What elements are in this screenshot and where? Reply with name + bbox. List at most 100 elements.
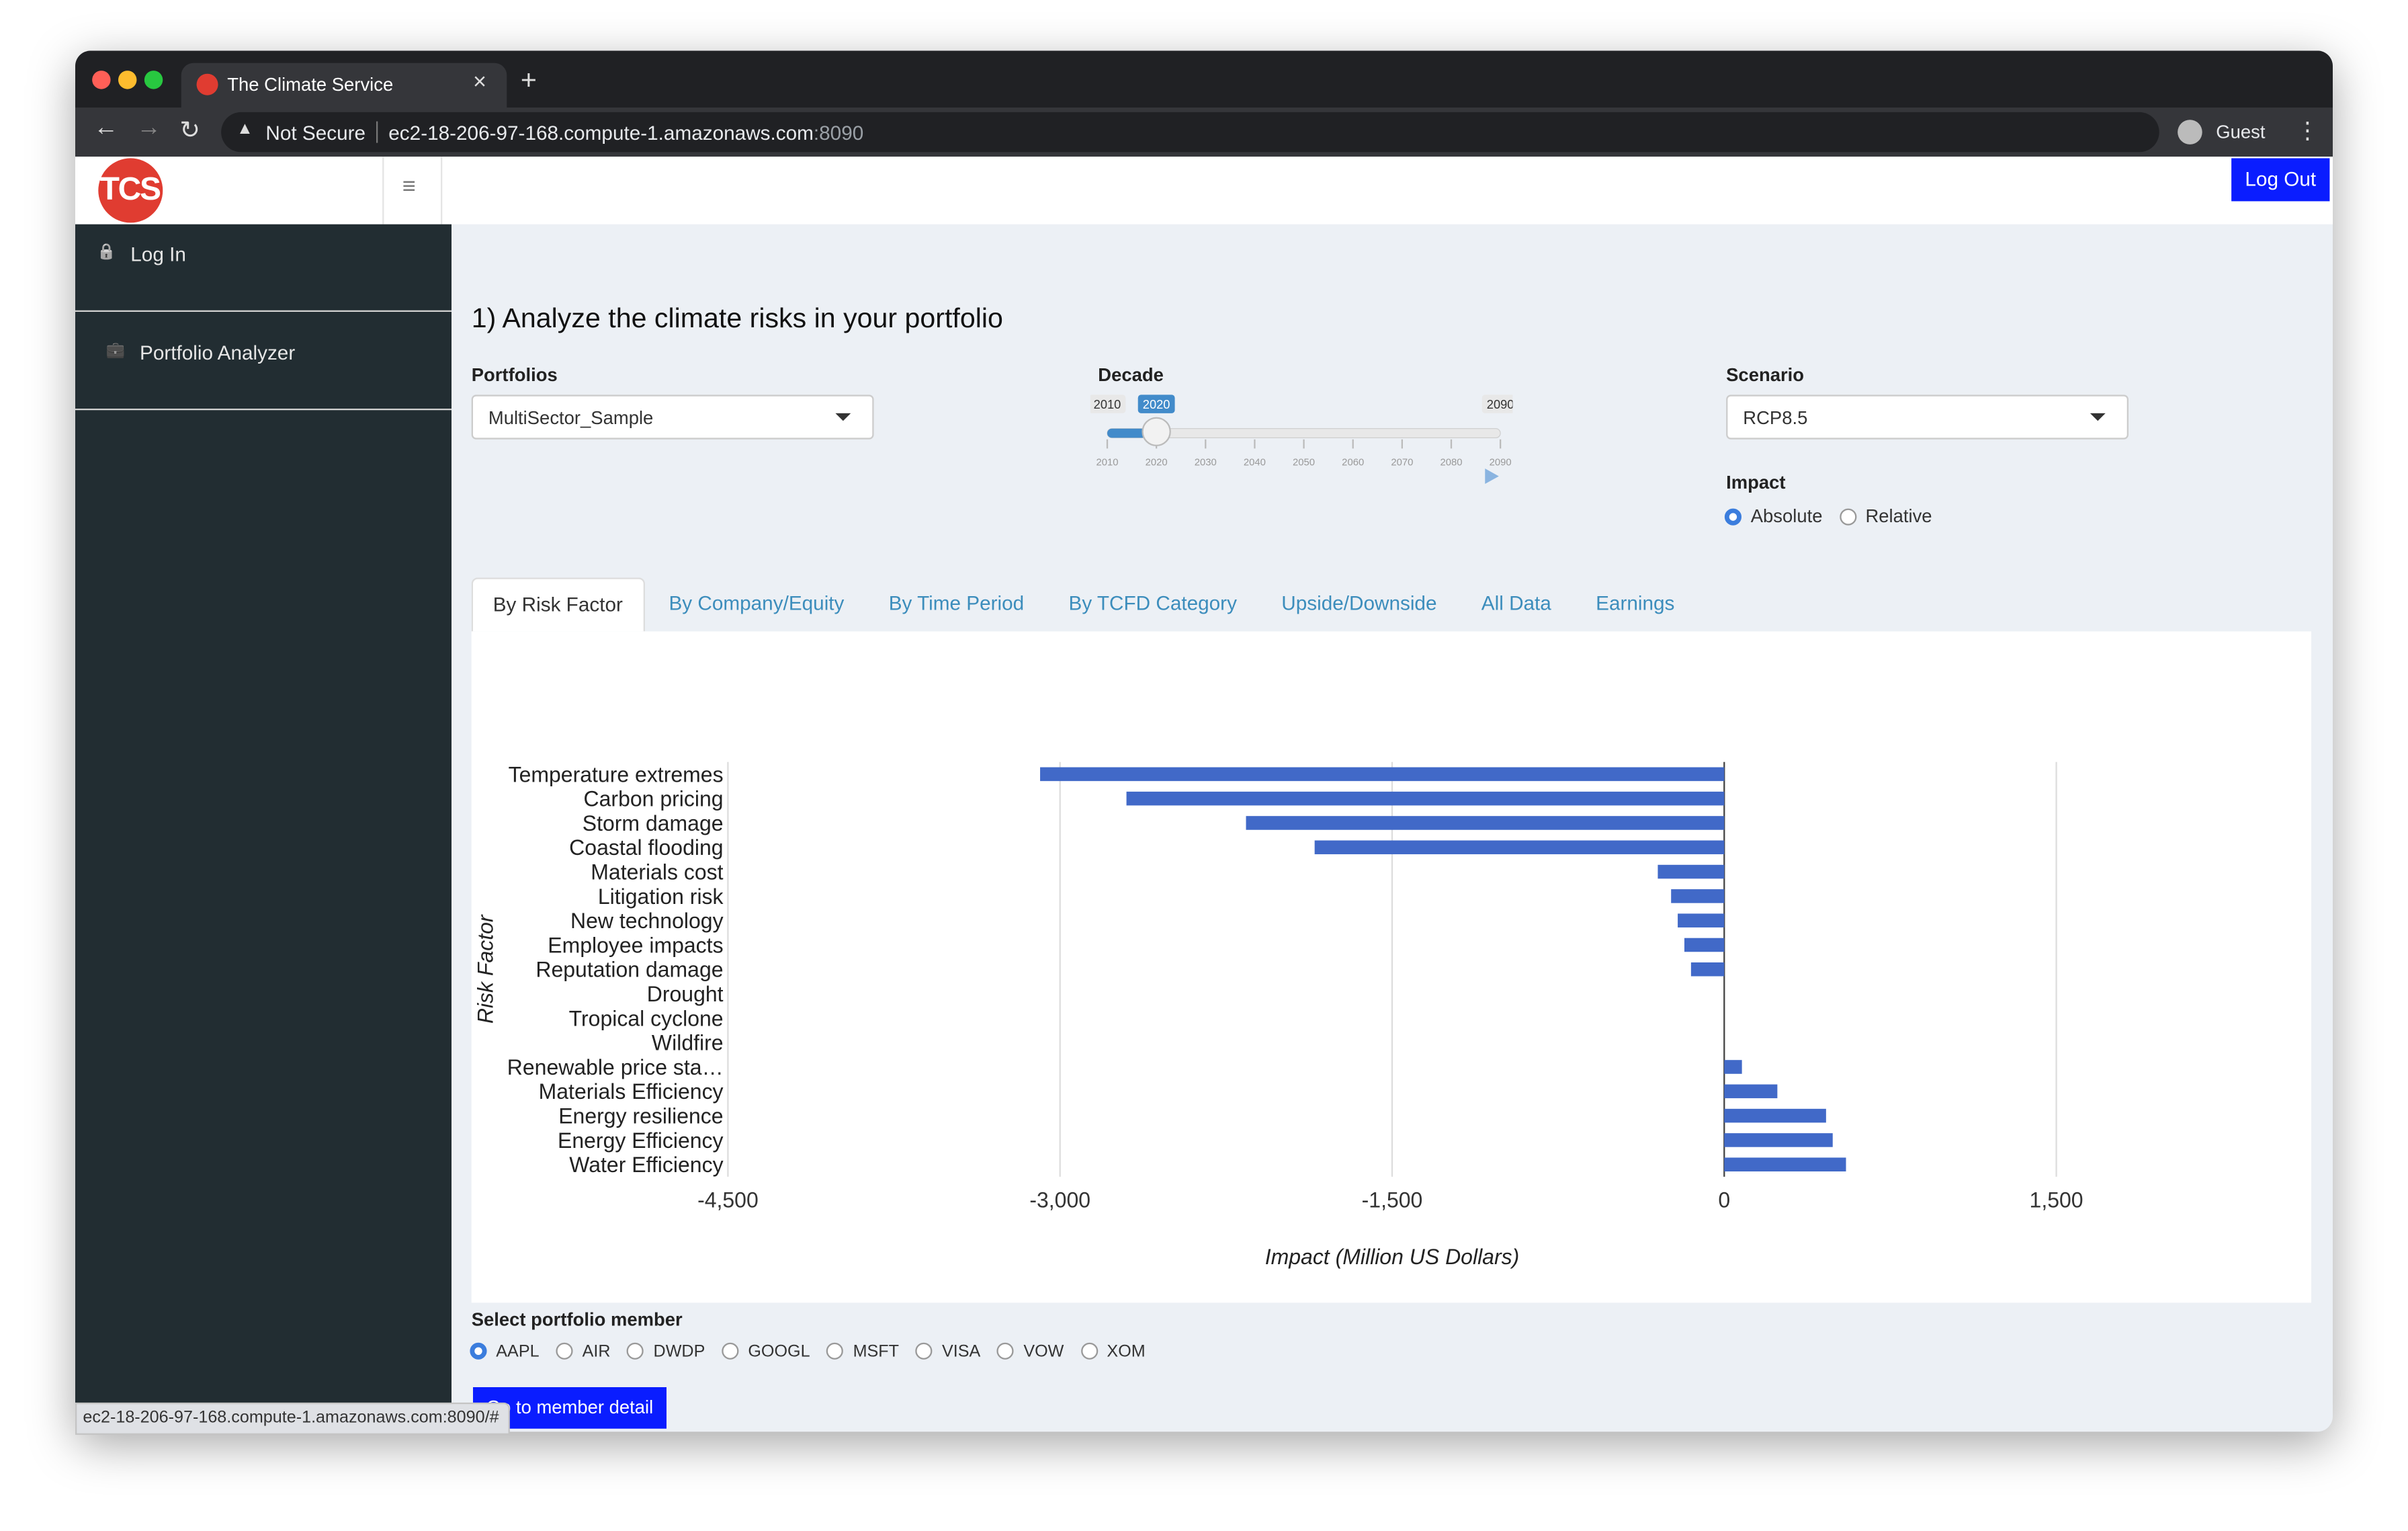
tab-close[interactable]: ×: [472, 69, 487, 95]
radio-button[interactable]: [997, 1342, 1015, 1360]
scenario-select[interactable]: RCP8.5: [1726, 395, 2128, 440]
slider-tick-label: 2010: [1096, 458, 1118, 468]
tab-strip: By Risk Factor By Company/Equity By Time P…: [471, 577, 2311, 632]
x-tick-label: 0: [1718, 1188, 1730, 1212]
portfolios-select[interactable]: MultiSector_Sample: [471, 395, 874, 440]
tab[interactable]: Upside/Downside: [1281, 591, 1437, 615]
tab-bar: The Climate Service × +: [75, 50, 2333, 108]
url-port: :8090: [813, 121, 864, 144]
new-tab[interactable]: +: [520, 64, 537, 95]
bar: [1724, 1133, 1833, 1147]
portfolios-value: MultiSector_Sample: [488, 407, 654, 429]
member-label: Select portfolio member: [471, 1309, 683, 1331]
menu-kebab[interactable]: ⋮: [2296, 118, 2319, 144]
radio-option[interactable]: DWDP: [627, 1342, 705, 1361]
y-tick-label: Temperature extremes: [509, 762, 724, 786]
minimize-dot[interactable]: [118, 71, 137, 89]
hamburger[interactable]: ≡: [402, 173, 416, 200]
header-divider: [440, 157, 443, 224]
bar: [1678, 913, 1725, 927]
y-tick-label: Materials cost: [591, 860, 723, 884]
radio-option[interactable]: VISA: [916, 1342, 980, 1361]
scenario-value: RCP8.5: [1743, 407, 1808, 429]
radio-label: GOOGL: [748, 1342, 810, 1362]
radio-button[interactable]: [470, 1342, 487, 1360]
radio-button[interactable]: [1080, 1342, 1098, 1360]
tab[interactable]: By Company/Equity: [669, 591, 845, 615]
logout-button[interactable]: Log Out: [2231, 158, 2330, 202]
profile-name[interactable]: Guest: [2216, 121, 2266, 143]
radio-option[interactable]: AIR: [556, 1342, 611, 1361]
slider-handle[interactable]: [1142, 417, 1171, 446]
radio-button[interactable]: [556, 1342, 573, 1360]
sidebar-text: Log In: [130, 243, 186, 266]
zoom-dot[interactable]: [144, 71, 163, 89]
play-button[interactable]: [1485, 468, 1499, 484]
bar: [1724, 1060, 1742, 1074]
radio-option[interactable]: Absolute: [1724, 505, 1823, 527]
radio-label: XOM: [1107, 1342, 1146, 1362]
forward-button[interactable]: →: [136, 115, 161, 142]
tab[interactable]: By TCFD Category: [1068, 591, 1237, 615]
y-tick-label: Wildfire: [652, 1031, 724, 1055]
radio-option[interactable]: VOW: [997, 1342, 1064, 1361]
bar: [1724, 1108, 1826, 1123]
slider-tick-label: 2050: [1293, 458, 1315, 468]
sidebar-item[interactable]: 🔒 Log In: [75, 243, 452, 274]
scenario-label: Scenario: [1726, 364, 1805, 386]
slider-tick-label: 2060: [1342, 458, 1364, 468]
logo-text: TCS: [99, 171, 161, 208]
y-tick-label: Tropical cyclone: [569, 1006, 724, 1030]
omnibox[interactable]: ▲ Not Secure ec2-18-206-97-168.compute-1…: [221, 112, 2159, 153]
y-tick-label: Litigation risk: [598, 884, 724, 909]
slider-tick-label: 2070: [1391, 458, 1413, 468]
url-host: ec2-18-206-97-168.compute-1.amazonaws.co…: [388, 121, 814, 144]
radio-label: Absolute: [1750, 505, 1823, 527]
radio-button[interactable]: [722, 1342, 739, 1360]
radio-option[interactable]: Relative: [1839, 505, 1932, 527]
radio-button[interactable]: [916, 1342, 933, 1360]
not-secure: Not Secure: [265, 121, 366, 144]
sidebar-item[interactable]: 💼 Portfolio Analyzer: [75, 341, 452, 372]
radio-option[interactable]: MSFT: [826, 1342, 899, 1361]
portfolios-label: Portfolios: [471, 364, 558, 386]
radio-button[interactable]: [826, 1342, 844, 1360]
close-dot[interactable]: [92, 71, 111, 89]
bar: [1126, 791, 1725, 806]
bar: [1658, 864, 1725, 879]
tab[interactable]: All Data: [1481, 591, 1551, 615]
slider-tick-label: 2020: [1146, 458, 1168, 468]
y-tick-label: Energy resilience: [558, 1104, 723, 1128]
y-tick-label: Storm damage: [583, 811, 724, 835]
sidebar-divider: [75, 310, 452, 312]
header-divider: [382, 157, 384, 224]
logo[interactable]: TCS: [98, 158, 163, 223]
radio-label: AAPL: [496, 1342, 540, 1362]
decade-slider[interactable]: 2010 2090 2020 2010 2020 2030 2040 2050 2060 2070…: [1090, 387, 1513, 489]
slider-max: 2090: [1487, 397, 1513, 411]
profile-icon[interactable]: [2178, 120, 2202, 144]
impact-options: Absolute Relative: [1724, 505, 1949, 527]
app-header: [75, 157, 2333, 224]
reload-button[interactable]: ↻: [179, 118, 201, 144]
tab[interactable]: By Risk Factor: [471, 577, 644, 632]
bar: [1314, 840, 1725, 855]
tab[interactable]: By Time Period: [888, 591, 1025, 615]
y-tick-label: Water Efficiency: [569, 1153, 723, 1177]
member-options: AAPL AIR DWDP GOOGL MSFT VISA VOW XOM: [470, 1342, 1162, 1362]
sidebar: 🔒 Log In 💼 Portfolio Analyzer: [75, 224, 452, 1432]
sidebar-divider: [75, 408, 452, 411]
slider-tick-label: 2030: [1195, 458, 1217, 468]
radio-button[interactable]: [627, 1342, 644, 1360]
radio-button[interactable]: [1839, 508, 1856, 526]
browser-tab[interactable]: The Climate Service ×: [181, 63, 507, 108]
bar: [1690, 962, 1725, 977]
radio-option[interactable]: AAPL: [470, 1342, 540, 1362]
back-button[interactable]: ←: [93, 115, 118, 142]
radio-option[interactable]: XOM: [1080, 1342, 1146, 1362]
bar: [1246, 816, 1725, 830]
tab[interactable]: Earnings: [1596, 591, 1675, 615]
radio-option[interactable]: GOOGL: [722, 1342, 810, 1362]
radio-button[interactable]: [1724, 508, 1742, 526]
